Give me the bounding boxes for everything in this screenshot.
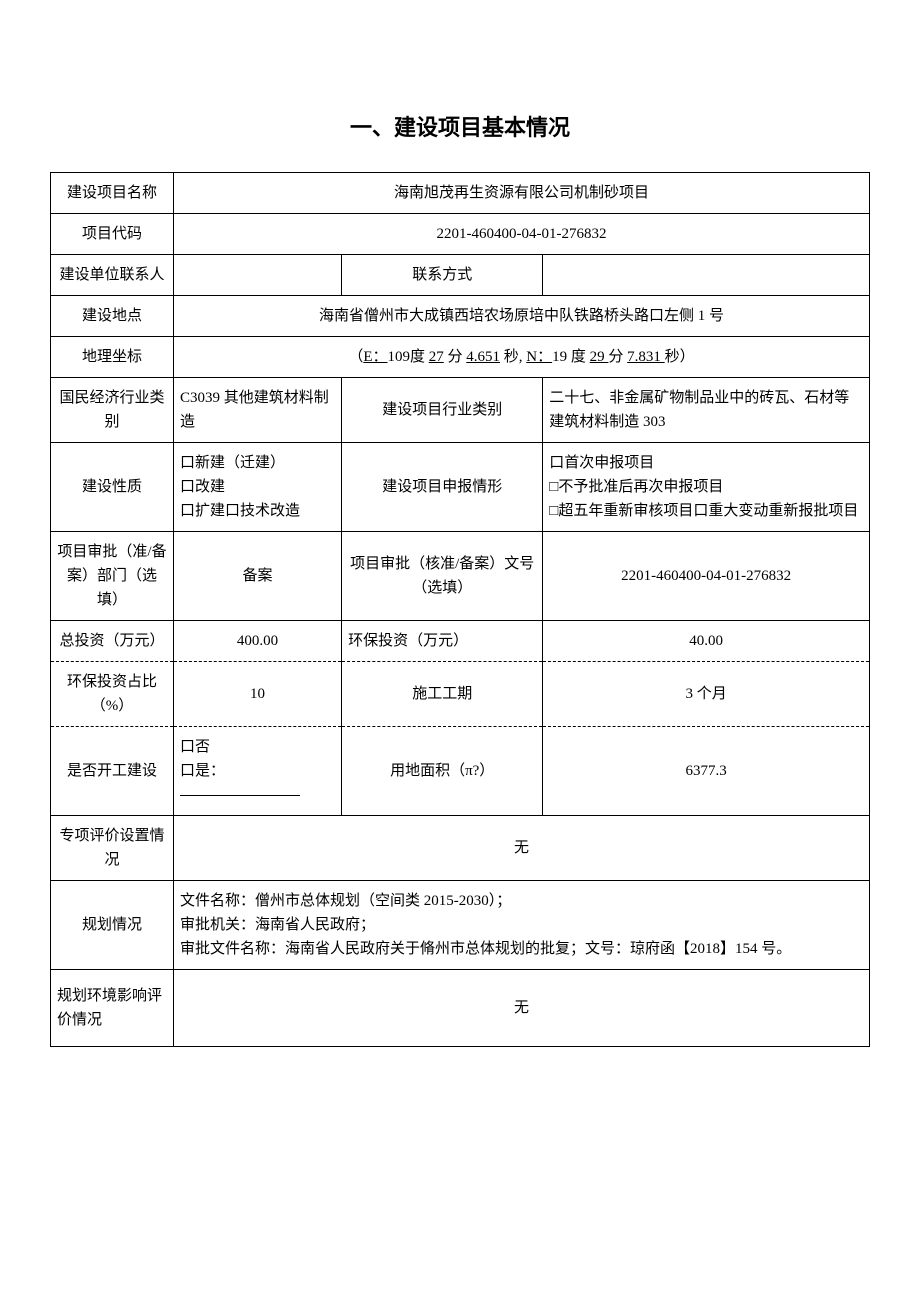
plan-line3: 审批文件名称：海南省人民政府关于脩州市总体规划的批复；文号：琼府函【2018】1… xyxy=(180,937,863,961)
special-eval-label: 专项评价设置情况 xyxy=(51,816,174,881)
declare-opt2: □不予批准后再次申报项目 xyxy=(549,475,863,499)
started-opt2-wrapper: 口是： xyxy=(180,759,335,807)
address-label: 建设地点 xyxy=(51,296,174,337)
plan-env-label: 规划环境影响评价情况 xyxy=(51,970,174,1047)
project-name-label: 建设项目名称 xyxy=(51,173,174,214)
table-row: 项目代码 2201-460400-04-01-276832 xyxy=(51,214,870,255)
approval-doc-label: 项目审批（核准/备案）文号（选填） xyxy=(342,532,543,621)
coord-n-min-unit: 分 xyxy=(608,349,627,365)
coord-e-deg: 109 xyxy=(388,349,411,365)
coord-n-min: 29 xyxy=(590,349,609,365)
fill-line xyxy=(180,795,300,796)
project-code-value: 2201-460400-04-01-276832 xyxy=(174,214,870,255)
contact-person-label: 建设单位联系人 xyxy=(51,255,174,296)
coord-n-deg: 19 xyxy=(552,349,567,365)
coord-prefix: （ xyxy=(348,349,363,365)
contact-person-value xyxy=(174,255,342,296)
special-eval-value: 无 xyxy=(174,816,870,881)
contact-method-label: 联系方式 xyxy=(342,255,543,296)
plan-env-value: 无 xyxy=(174,970,870,1047)
table-row: 建设项目名称 海南旭茂再生资源有限公司机制砂项目 xyxy=(51,173,870,214)
industry-class-label: 建设项目行业类别 xyxy=(342,378,543,443)
econ-class-label: 国民经济行业类别 xyxy=(51,378,174,443)
plan-line1: 文件名称：僧州市总体规划（空间类 2015-2030）； xyxy=(180,889,863,913)
land-area-label: 用地面积（π?） xyxy=(342,727,543,816)
coord-e-min-unit: 分 xyxy=(444,349,467,365)
env-invest-value: 40.00 xyxy=(543,621,870,662)
env-invest-label: 环保投资（万元） xyxy=(342,621,543,662)
page-title: 一、建设项目基本情况 xyxy=(50,110,870,142)
table-row: 建设性质 口新建（迁建） 口改建 口扩建口技术改造 建设项目申报情形 口首次申报… xyxy=(51,443,870,532)
industry-class-value: 二十七、非金属矿物制品业中的砖瓦、石材等建筑材料制造 303 xyxy=(543,378,870,443)
table-row: 规划环境影响评价情况 无 xyxy=(51,970,870,1047)
coord-e-sec-unit: 秒, xyxy=(500,349,526,365)
approval-dept-label: 项目审批（准/备案）部门（选填） xyxy=(51,532,174,621)
table-row: 规划情况 文件名称：僧州市总体规划（空间类 2015-2030）； 审批机关：海… xyxy=(51,881,870,970)
build-nature-value: 口新建（迁建） 口改建 口扩建口技术改造 xyxy=(174,443,342,532)
project-name-value: 海南旭茂再生资源有限公司机制砂项目 xyxy=(174,173,870,214)
plan-value: 文件名称：僧州市总体规划（空间类 2015-2030）； 审批机关：海南省人民政… xyxy=(174,881,870,970)
declare-opt3: □超五年重新审核项目口重大变动重新报批项目 xyxy=(549,499,863,523)
table-row: 项目审批（准/备案）部门（选填） 备案 项目审批（核准/备案）文号（选填） 22… xyxy=(51,532,870,621)
plan-line2: 审批机关：海南省人民政府； xyxy=(180,913,863,937)
coord-value: （E：109度 27 分 4.651 秒, N：19 度 29 分 7.831 … xyxy=(174,337,870,378)
total-invest-label: 总投资（万元） xyxy=(51,621,174,662)
table-row: 建设单位联系人 联系方式 xyxy=(51,255,870,296)
env-ratio-value: 10 xyxy=(174,662,342,727)
total-invest-value: 400.00 xyxy=(174,621,342,662)
coord-n-sec-unit: 秒） xyxy=(665,349,695,365)
address-value: 海南省僧州市大成镇西培农场原培中队铁路桥头路口左侧 1 号 xyxy=(174,296,870,337)
coord-label: 地理坐标 xyxy=(51,337,174,378)
declare-opt1: 口首次申报项目 xyxy=(549,451,863,475)
coord-e-label: E： xyxy=(363,349,387,365)
approval-doc-value: 2201-460400-04-01-276832 xyxy=(543,532,870,621)
econ-class-value: C3039 其他建筑材料制造 xyxy=(174,378,342,443)
build-nature-opt2: 口改建 xyxy=(180,475,335,499)
started-opt1: 口否 xyxy=(180,735,335,759)
duration-value: 3 个月 xyxy=(543,662,870,727)
approval-dept-value: 备案 xyxy=(174,532,342,621)
build-nature-opt3: 口扩建口技术改造 xyxy=(180,499,335,523)
started-label: 是否开工建设 xyxy=(51,727,174,816)
declare-type-value: 口首次申报项目 □不予批准后再次申报项目 □超五年重新审核项目口重大变动重新报批… xyxy=(543,443,870,532)
project-code-label: 项目代码 xyxy=(51,214,174,255)
coord-e-sec: 4.651 xyxy=(466,349,500,365)
contact-method-value xyxy=(543,255,870,296)
declare-type-label: 建设项目申报情形 xyxy=(342,443,543,532)
env-ratio-label: 环保投资占比（%） xyxy=(51,662,174,727)
plan-label: 规划情况 xyxy=(51,881,174,970)
coord-n-sec: 7.831 xyxy=(627,349,665,365)
build-nature-opt1: 口新建（迁建） xyxy=(180,451,335,475)
table-row: 国民经济行业类别 C3039 其他建筑材料制造 建设项目行业类别 二十七、非金属… xyxy=(51,378,870,443)
build-nature-label: 建设性质 xyxy=(51,443,174,532)
coord-e-deg-unit: 度 xyxy=(410,349,429,365)
coord-n-deg-unit: 度 xyxy=(567,349,590,365)
table-row: 总投资（万元） 400.00 环保投资（万元） 40.00 xyxy=(51,621,870,662)
coord-e-min: 27 xyxy=(429,349,444,365)
started-opt2: 口是： xyxy=(180,763,225,779)
land-area-value: 6377.3 xyxy=(543,727,870,816)
table-row: 是否开工建设 口否 口是： 用地面积（π?） 6377.3 xyxy=(51,727,870,816)
coord-n-label: N： xyxy=(526,349,552,365)
table-row: 建设地点 海南省僧州市大成镇西培农场原培中队铁路桥头路口左侧 1 号 xyxy=(51,296,870,337)
table-row: 地理坐标 （E：109度 27 分 4.651 秒, N：19 度 29 分 7… xyxy=(51,337,870,378)
project-info-table: 建设项目名称 海南旭茂再生资源有限公司机制砂项目 项目代码 2201-46040… xyxy=(50,172,870,1047)
duration-label: 施工工期 xyxy=(342,662,543,727)
table-row: 环保投资占比（%） 10 施工工期 3 个月 xyxy=(51,662,870,727)
started-value: 口否 口是： xyxy=(174,727,342,816)
table-row: 专项评价设置情况 无 xyxy=(51,816,870,881)
